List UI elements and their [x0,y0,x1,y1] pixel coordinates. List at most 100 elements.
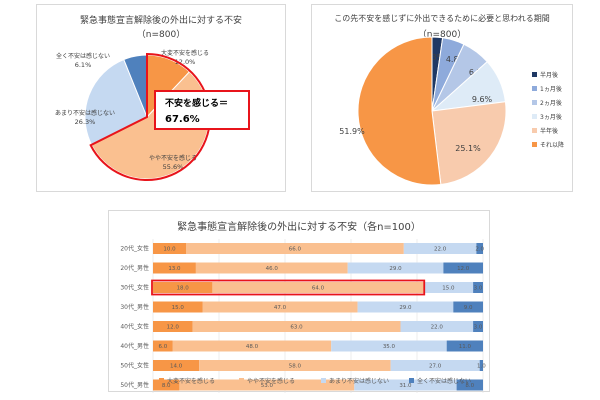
bar-segment [479,360,483,371]
bar-legend-swatch [159,378,164,383]
pie2-slice-value: 2.3% [424,53,445,62]
bar-segment-value: 8.0 [162,383,171,389]
bar-segment [354,379,457,391]
bar-segment-value: 58.0 [289,364,302,370]
bar-segment-value: 3.0 [474,325,483,331]
stacked-bar-panel: 緊急事態宣言解除後の外出に対する不安（各n=100） 20代_女性 10.0 66.… [108,210,490,393]
pie1-highlight-outline [89,52,211,181]
pie1-callout-line2: 67.6% [165,114,200,125]
pie2-slice-value: 51.9% [339,127,365,136]
bar-segment [153,243,186,254]
bar-segment [473,321,483,332]
bar-category-label: 20代_男性 [120,264,149,272]
bar-segment [153,379,180,391]
pie2-title: この先不安を感じずに外出できるために必要と思われる期間 [334,14,550,23]
bar-category-label: 40代_女性 [120,323,149,331]
bar-title: 緊急事態宣言解除後の外出に対する不安（各n=100） [177,222,421,233]
pie2-legend-swatch [532,142,537,147]
bar-segment [423,282,474,293]
bar-segment [153,262,196,274]
bar-segment [456,379,483,391]
bar-segment [153,301,203,313]
bar-segment-value: 46.0 [266,266,279,272]
bar-segment [202,301,358,313]
bar-segment-value: 12.0 [457,266,470,272]
pie2-subtitle: （n=800） [417,30,467,40]
pie2-legend-swatch [532,72,537,77]
pie-chart-period-panel: この先不安を感じずに外出できるために必要と思われる期間 （n=800） 2.3%… [311,4,573,192]
bar-segment [443,262,483,274]
bar-category-label: 50代_女性 [120,362,149,370]
bar-segment [403,243,477,254]
pie1-callout-line1: 不安を感じる＝ [165,97,228,109]
bar-segment [192,321,401,332]
bar-legend-label: 大変不安を感じる [167,377,215,385]
bar-segment-value: 11.0 [459,344,472,350]
bar-segment [400,321,474,332]
bar-segment-value: 22.0 [434,247,447,253]
bar-segment [347,262,444,274]
bar-segment-value: 3.0 [474,286,483,292]
bar-segment-value: 31.0 [399,383,412,389]
bar-highlight-outline [151,279,426,296]
bar-category-label: 40代_男性 [120,342,149,350]
bar-legend-label: やや不安を感じる [247,377,295,385]
bar-segment-value: 64.0 [312,286,325,292]
bar-segment-value: 2.0 [475,247,484,253]
bar-svg: 20代_女性 10.0 66.0 22.0 2.0 20代_男性 13.0 46.0 29.0 1… [120,239,486,393]
bar-segment-value: 29.0 [399,305,412,311]
pie2-legend-label: 2ヵ月後 [540,99,562,107]
bar-segment [199,360,391,371]
bar-segment-value: 66.0 [289,247,302,253]
pie2-legend-swatch [532,100,537,105]
bar-segment-value: 29.0 [389,266,402,272]
bar-segment-value: 15.0 [442,286,455,292]
bar-legend-swatch [321,378,326,383]
bar-segment [172,340,332,352]
bar-segment-value: 13.0 [168,266,181,272]
pie1-slice-value: 6.1% [75,61,92,69]
pie2-legend-label: 半月後 [540,71,558,79]
bar-segment-value: 63.0 [290,325,303,331]
pie1-callout-box [154,90,250,130]
bar-segment-value: 35.0 [383,344,396,350]
bar-segment [473,282,483,293]
pie2-slice [431,101,507,186]
bar-category-label: 50代_男性 [120,381,149,389]
bar-segment-value: 47.0 [274,305,287,311]
bar-segment-value: 6.0 [159,344,168,350]
pie2-legend-label: それ以降 [540,141,564,149]
pie2-slice-value: 9.6% [472,95,493,104]
bar-segment [390,360,480,371]
bar-segment [195,262,348,274]
pie1-slice-label: 大変不安を感じる [161,49,209,57]
bar-segment [446,340,483,352]
pie1-title: 緊急事態宣言解除後の外出に対する不安 [79,16,242,26]
bar-category-label: 20代_女性 [120,245,149,253]
bar-segment-value: 48.0 [246,344,259,350]
pie2-legend-label: 半年後 [540,127,558,135]
pie1-subtitle: （n=800） [136,30,186,40]
pie1-slice-label: あまり不安は感じない [55,109,115,117]
bar-segment-value: 12.0 [167,325,180,331]
pie2-slice-value: 25.1% [455,144,481,153]
pie1-slice-value: 26.3% [75,118,96,126]
pie2-legend-swatch [532,128,537,133]
bar-segment-value: 1.0 [477,364,486,370]
pie1-slice-label: やや不安を感じる [149,154,197,162]
bar-segment [453,301,483,313]
pie1-slice-value: 55.6% [163,163,184,171]
bar-legend-swatch [239,378,244,383]
pie2-legend-label: 1ヵ月後 [540,85,562,93]
bar-segment [357,301,454,313]
bar-segment [186,243,404,254]
pie-chart-anxiety-panel: 緊急事態宣言解除後の外出に対する不安 （n=800） 大変不安を感じる 12.0%… [36,4,286,192]
pie2-legend-swatch [532,86,537,91]
bar-segment [476,243,483,254]
bar-segment [153,340,173,352]
pie2-slice [357,36,442,186]
bar-category-label: 30代_男性 [120,303,149,311]
pie1-slice-label: 全く不安は感じない [56,52,110,60]
bar-category-label: 30代_女性 [120,284,149,292]
bar-segment [331,340,447,352]
